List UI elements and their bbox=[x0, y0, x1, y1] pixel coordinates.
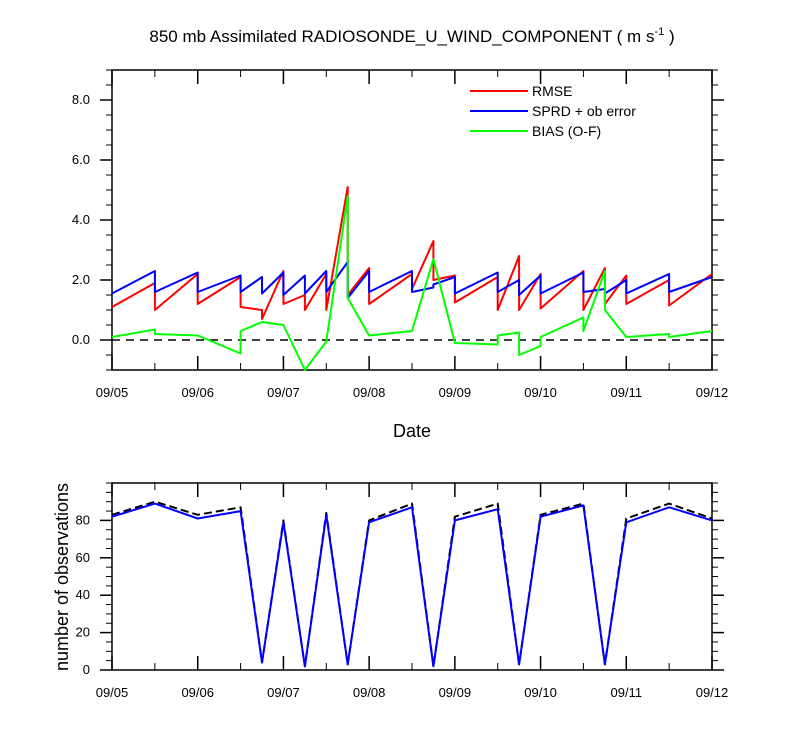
x-tick-label: 09/06 bbox=[181, 385, 214, 400]
x-tick-label: 09/05 bbox=[96, 685, 129, 700]
x-tick-label: 09/10 bbox=[524, 385, 557, 400]
top-ticks bbox=[100, 69, 724, 371]
x-tick-label: 09/09 bbox=[439, 685, 472, 700]
x-tick-label: 09/12 bbox=[696, 685, 729, 700]
y-tick-label: 80 bbox=[76, 512, 90, 527]
series-line-sprd-ob-error bbox=[111, 261, 713, 299]
bottom-chart: 09/05 09/06 09/07 09/08 09/09 09/10 09/11 09/12… bbox=[52, 482, 729, 700]
bottom-series bbox=[111, 500, 713, 668]
x-tick-label: 09/11 bbox=[610, 385, 642, 400]
y-axis-label: number of observations bbox=[52, 483, 72, 671]
y-tick-label: 8.0 bbox=[72, 92, 90, 107]
legend-label: SPRD + ob error bbox=[532, 103, 636, 119]
x-tick-label: 09/05 bbox=[96, 385, 129, 400]
bottom-tick-labels: 09/05 09/06 09/07 09/08 09/09 09/10 09/11 09/12… bbox=[76, 512, 729, 700]
top-series bbox=[111, 186, 713, 371]
x-tick-label: 09/08 bbox=[353, 685, 386, 700]
y-tick-label: 4.0 bbox=[72, 212, 90, 227]
series-line-assimilated-observations bbox=[111, 502, 713, 668]
y-tick-label: 2.0 bbox=[72, 272, 90, 287]
x-axis-label: Date bbox=[393, 421, 431, 441]
legend: RMSE SPRD + ob error BIAS (O-F) bbox=[470, 83, 636, 139]
legend-label: BIAS (O-F) bbox=[532, 123, 601, 139]
x-tick-label: 09/08 bbox=[353, 385, 386, 400]
top-tick-labels: 09/05 09/06 09/07 09/08 09/09 09/10 09/11 09/12… bbox=[72, 92, 728, 400]
y-tick-label: 0 bbox=[83, 662, 90, 677]
legend-label: RMSE bbox=[532, 83, 572, 99]
x-tick-label: 09/11 bbox=[610, 685, 642, 700]
bottom-ticks bbox=[100, 482, 724, 671]
y-tick-label: 40 bbox=[76, 587, 90, 602]
y-tick-label: 0.0 bbox=[72, 332, 90, 347]
x-tick-label: 09/09 bbox=[439, 385, 472, 400]
x-tick-label: 09/12 bbox=[696, 385, 729, 400]
y-tick-label: 20 bbox=[76, 625, 90, 640]
x-tick-label: 09/07 bbox=[267, 685, 300, 700]
x-tick-label: 09/06 bbox=[181, 685, 214, 700]
top-chart: 09/05 09/06 09/07 09/08 09/09 09/10 09/11 09/12… bbox=[72, 69, 728, 441]
x-tick-label: 09/10 bbox=[524, 685, 557, 700]
y-tick-label: 6.0 bbox=[72, 152, 90, 167]
y-tick-label: 60 bbox=[76, 550, 90, 565]
series-line-bias-o-f bbox=[111, 195, 713, 371]
chart-title: 850 mb Assimilated RADIOSONDE_U_WIND_COM… bbox=[149, 26, 674, 46]
x-tick-label: 09/07 bbox=[267, 385, 300, 400]
